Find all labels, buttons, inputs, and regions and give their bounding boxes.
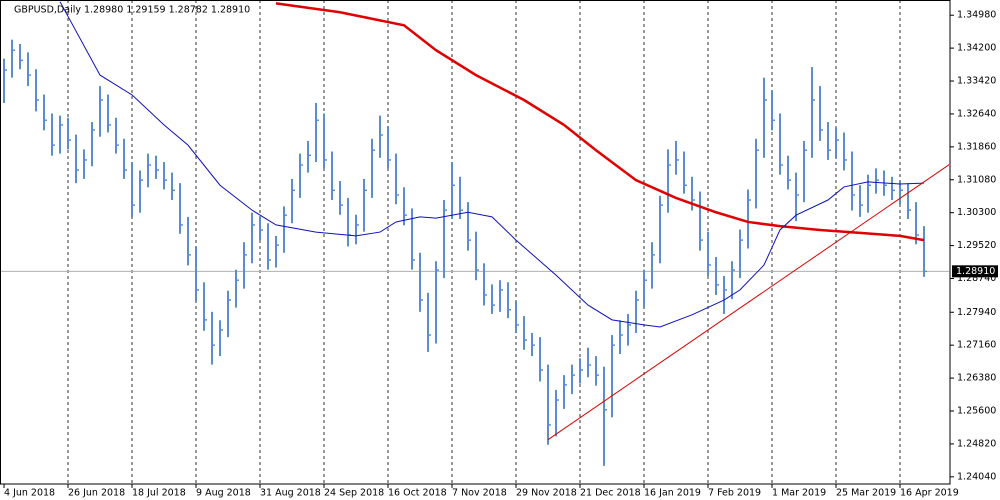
current-price-label: 1.28910	[956, 266, 995, 277]
y-tick-label: 1.25600	[957, 405, 996, 416]
y-tick-label: 1.32640	[957, 108, 996, 119]
plot	[1, 1, 949, 483]
indicator-line	[547, 164, 949, 441]
y-tick-label: 1.34200	[957, 43, 996, 54]
y-tick-label: 1.31860	[957, 141, 996, 152]
y-tick-label: 1.27940	[957, 307, 996, 318]
y-tick-label: 1.26380	[957, 373, 996, 384]
indicator-line	[59, 1, 925, 328]
y-tick-label: 1.34980	[957, 10, 996, 21]
x-tick-label: 21 Dec 2018	[580, 488, 641, 499]
y-tick-label: 1.33420	[957, 76, 996, 87]
y-tick-label: 1.24820	[957, 438, 996, 449]
chart-title: GBPUSD,Daily 1.28980 1.29159 1.28782 1.2…	[14, 5, 250, 16]
indicator-line	[275, 2, 925, 242]
x-tick-label: 29 Nov 2018	[516, 488, 577, 499]
x-tick-label: 1 Mar 2019	[772, 488, 826, 499]
x-tick-label: 31 Aug 2018	[260, 488, 321, 499]
y-tick-label: 1.27160	[957, 340, 996, 351]
x-tick-label: 7 Nov 2018	[452, 488, 507, 499]
x-tick-label: 4 Jun 2018	[4, 488, 55, 499]
x-tick-label: 16 Jan 2019	[644, 488, 701, 499]
x-tick-label: 9 Aug 2018	[196, 488, 251, 499]
x-tick-label: 16 Oct 2018	[388, 488, 447, 499]
x-tick-label: 24 Sep 2018	[324, 488, 384, 499]
y-tick-label: 1.29520	[957, 240, 996, 251]
y-tick-label: 1.28740	[957, 273, 996, 284]
x-tick-label: 18 Jul 2018	[132, 488, 186, 499]
y-tick-label: 1.30300	[957, 207, 996, 218]
y-tick-label: 1.24040	[957, 471, 996, 482]
plot-frame	[0, 0, 951, 485]
x-tick-label: 16 Apr 2019	[900, 488, 959, 499]
y-tick-label: 1.31080	[957, 174, 996, 185]
x-tick-label: 25 Mar 2019	[836, 488, 896, 499]
current-price-box	[952, 265, 998, 278]
x-tick-label: 26 Jun 2018	[68, 488, 125, 499]
x-tick-label: 7 Feb 2019	[708, 488, 761, 499]
